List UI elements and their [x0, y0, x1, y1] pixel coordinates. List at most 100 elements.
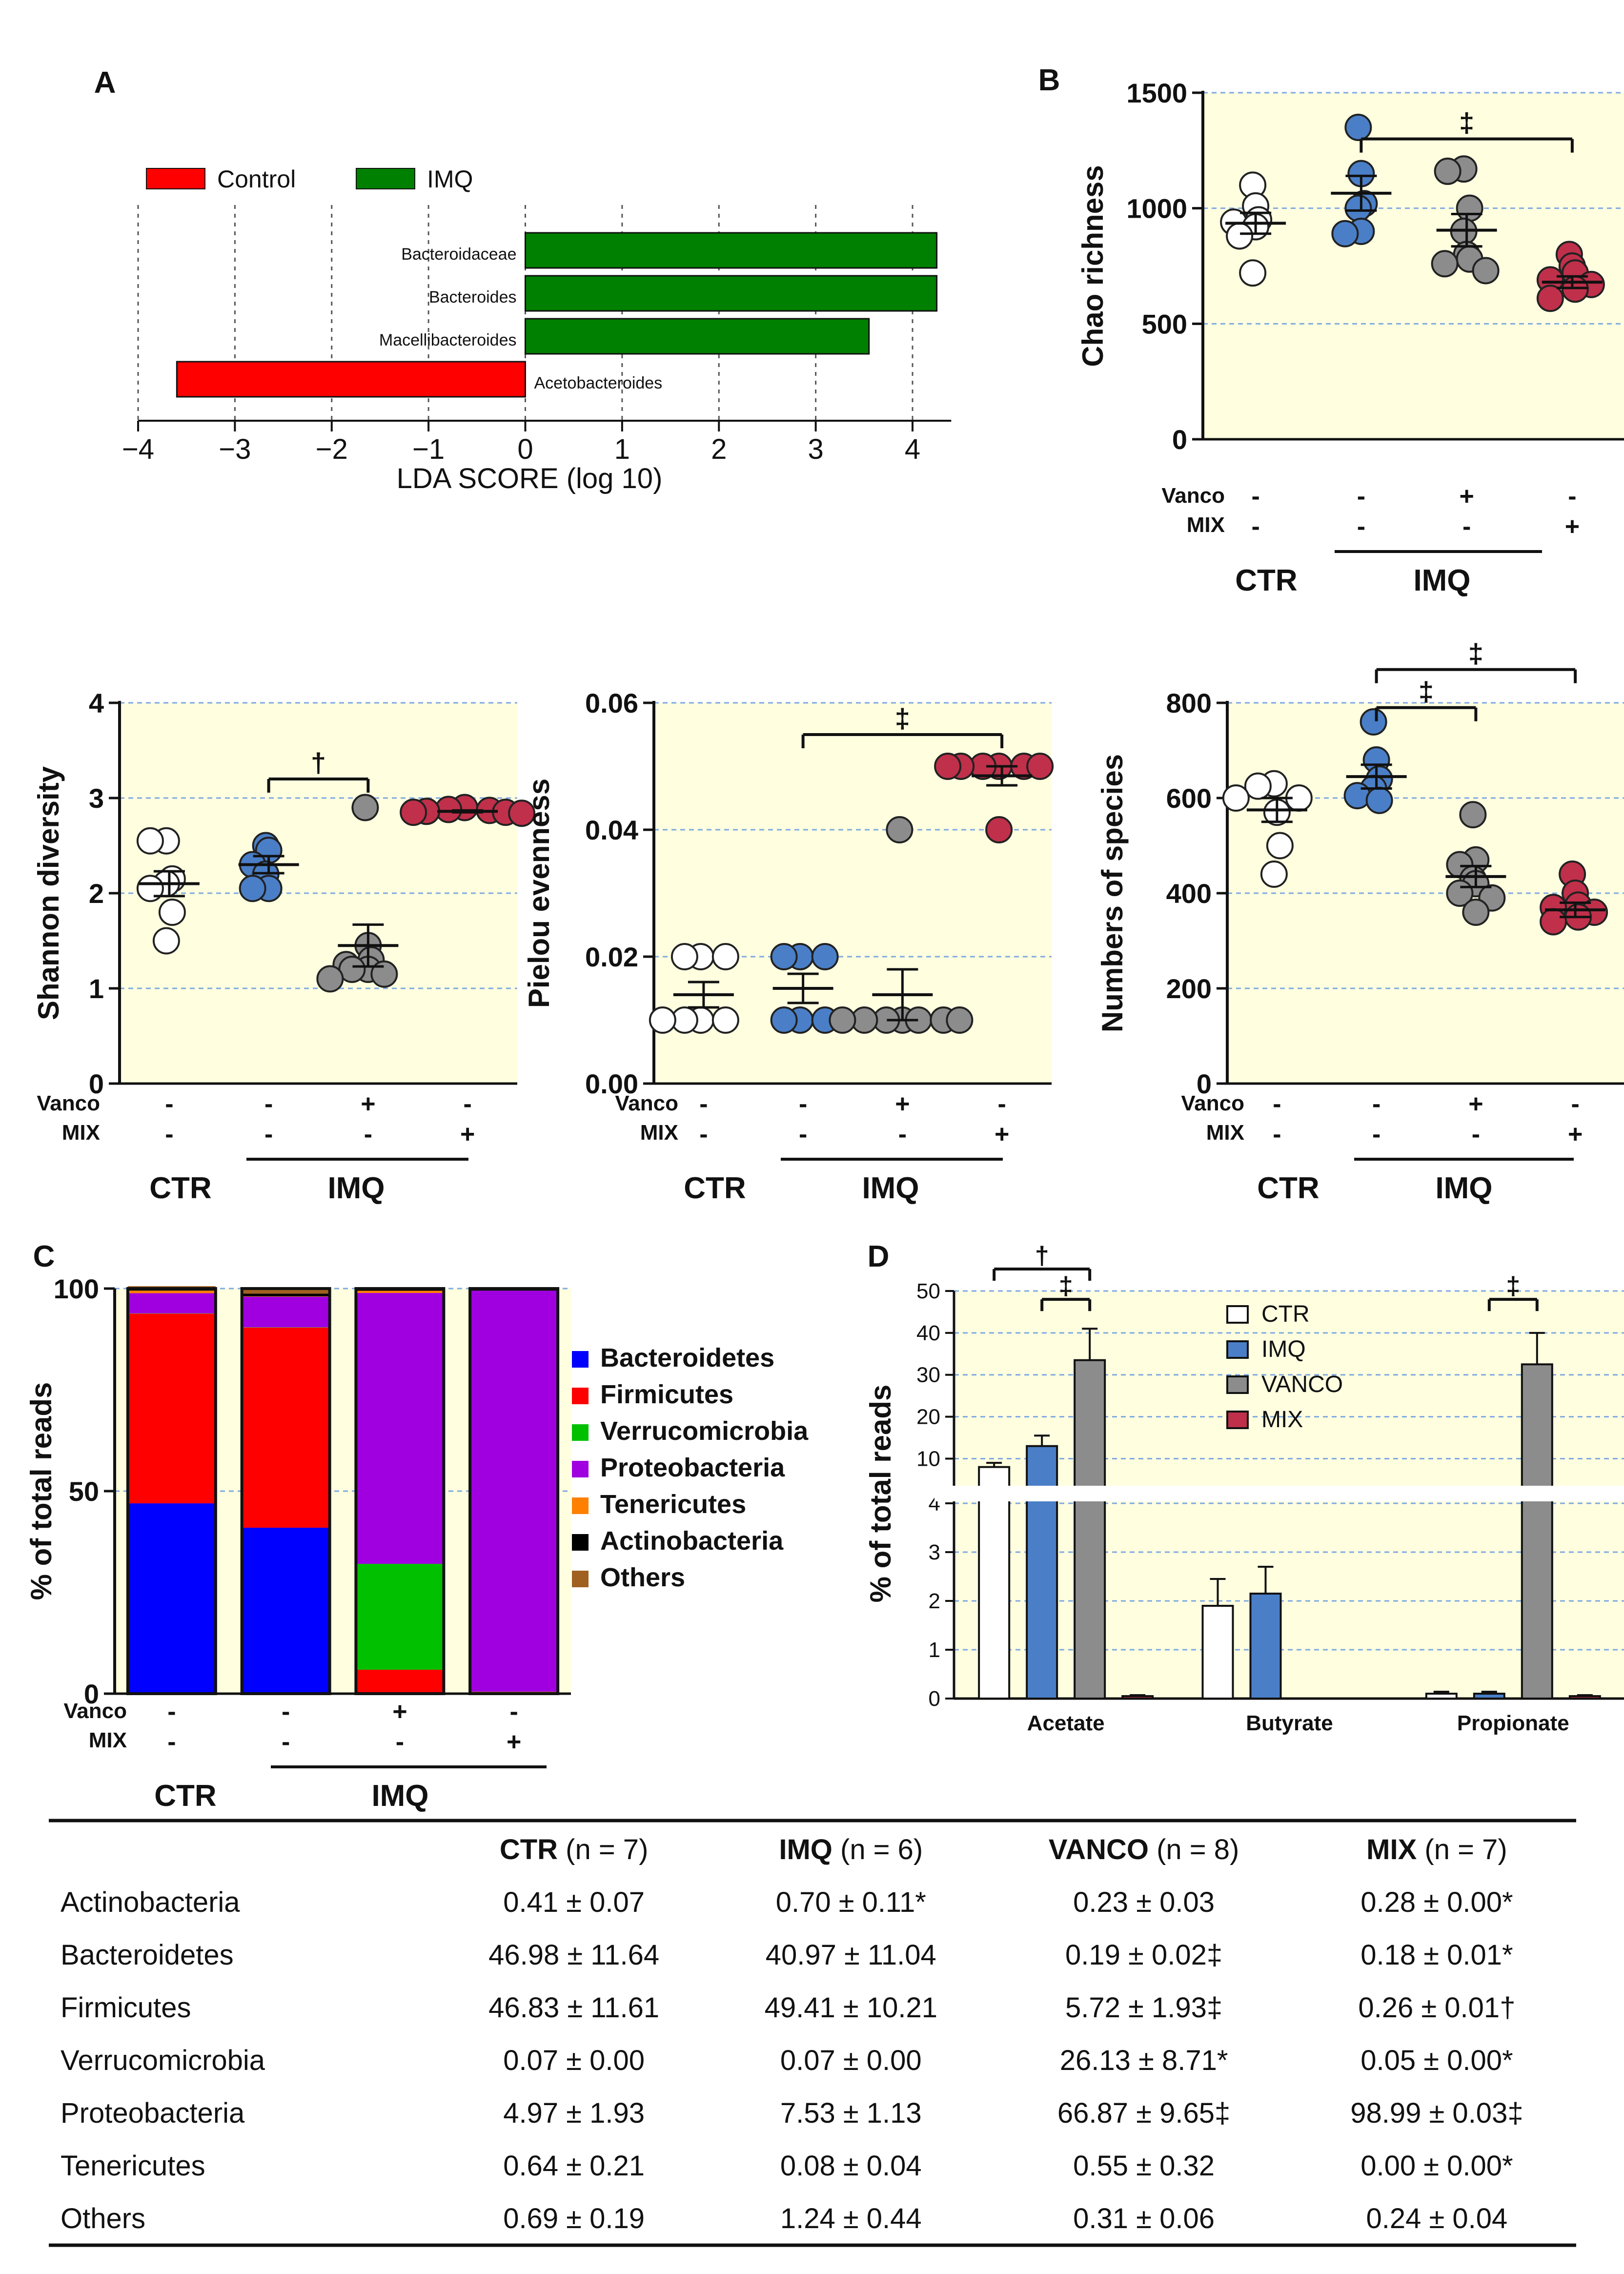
- group-label-ctr: CTR: [684, 1171, 746, 1205]
- table-cell: 7.53 ± 1.13: [780, 2097, 922, 2129]
- mix-sign: +: [507, 1728, 521, 1756]
- y-tick-label: 30: [916, 1363, 940, 1387]
- mix-sign: -: [282, 1728, 290, 1756]
- table-cell: 0.19 ± 0.02‡: [1065, 1939, 1223, 1971]
- vanco-sign: -: [282, 1698, 290, 1726]
- y-tick-label: 0.02: [585, 942, 638, 972]
- stacked-segment-actinobacteria: [356, 1290, 444, 1291]
- table-cell: 0.23 ± 0.03: [1073, 1886, 1215, 1918]
- x-tick-label: −4: [122, 433, 154, 465]
- table-header-imq: IMQ (n = 6): [779, 1833, 923, 1865]
- stacked-segment-bacteroidetes: [127, 1503, 216, 1694]
- bar-imq: [1473, 1693, 1505, 1700]
- stacked-bar-outline: [126, 1287, 217, 1695]
- data-point: [985, 816, 1013, 843]
- mix-sign: +: [460, 1120, 475, 1148]
- table-header-row: CTR (n = 7) IMQ (n = 6) VANCO (n = 8) MI…: [49, 1823, 1576, 1876]
- table-cell: 26.13 ± 8.71*: [1059, 2044, 1228, 2076]
- vanco-sign: -: [699, 1090, 708, 1118]
- vanco-sign: -: [264, 1090, 273, 1118]
- table-cell: 4.97 ± 1.93: [503, 2097, 645, 2129]
- data-point: [1536, 285, 1564, 312]
- data-point: [1472, 257, 1500, 285]
- y-axis-title-chao: Chao richness: [1076, 165, 1109, 367]
- y-tick-label: 400: [1166, 878, 1212, 909]
- table-cell: 0.69 ± 0.19: [503, 2202, 645, 2234]
- y-tick-label: 100: [54, 1273, 99, 1304]
- mix-sign: -: [167, 1728, 176, 1756]
- table-cell: 0.41 ± 0.07: [503, 1886, 645, 1918]
- stacked-bar-outline: [240, 1287, 331, 1695]
- data-point: [934, 753, 962, 780]
- significance-mark: ‡: [1059, 1272, 1073, 1300]
- group-label-imq: IMQ: [371, 1779, 428, 1813]
- x-category-label: Acetate: [1027, 1711, 1105, 1735]
- vanco-row-label: Vanco: [1161, 484, 1225, 508]
- data-point: [1540, 908, 1567, 936]
- y-tick-label: 0: [89, 1068, 104, 1099]
- mix-row-label: MIX: [1187, 513, 1225, 537]
- mix-sign: -: [1357, 512, 1365, 541]
- data-point: [1344, 114, 1372, 141]
- mix-sign: -: [364, 1120, 372, 1148]
- table-cell: 0.08 ± 0.04: [780, 2150, 922, 2182]
- y-tick-label: 0: [1197, 1068, 1212, 1099]
- table-cell: 0.26 ± 0.01†: [1358, 1991, 1516, 2024]
- y-tick-label: 20: [916, 1405, 940, 1429]
- significance-mark: ‡: [895, 703, 910, 734]
- data-point: [1459, 801, 1487, 829]
- group-label-imq: IMQ: [1435, 1171, 1492, 1205]
- lda-bar: [525, 232, 938, 269]
- stacked-segment-actinobacteria: [470, 1289, 558, 1291]
- vanco-row-label: Vanco: [1181, 1091, 1244, 1115]
- y-tick-label: 0: [929, 1687, 940, 1711]
- legend-label: MIX: [1261, 1407, 1303, 1433]
- stacked-segment-others: [242, 1289, 330, 1294]
- x-tick-label: 0: [517, 433, 533, 465]
- table-row: Actinobacteria 0.41 ± 0.07 0.70 ± 0.11* 0.2…: [49, 1876, 1576, 1928]
- legend-label: Proteobacteria: [600, 1453, 785, 1482]
- data-point: [1222, 784, 1250, 812]
- y-tick-label: 50: [69, 1476, 99, 1507]
- phyla-table: CTR (n = 7) IMQ (n = 6) VANCO (n = 8) MI…: [49, 1823, 1576, 2245]
- legend-label-imq: IMQ: [427, 165, 473, 193]
- mix-row-label: MIX: [1206, 1121, 1244, 1145]
- mix-sign: -: [264, 1120, 273, 1148]
- table-cell: 46.98 ± 11.64: [488, 1939, 660, 1971]
- table-cell: 0.05 ± 0.00*: [1360, 2044, 1513, 2076]
- lda-bar: [176, 361, 527, 398]
- data-point: [1344, 194, 1372, 222]
- x-tick-label: 4: [905, 433, 920, 465]
- table-row: Firmicutes 46.83 ± 11.61 49.41 ± 10.21 5.72…: [49, 1981, 1576, 2034]
- y-tick-label: 200: [1166, 973, 1212, 1004]
- data-point: [711, 943, 739, 970]
- y-tick-label: 4: [89, 688, 104, 718]
- bar-mix: [1121, 1695, 1154, 1700]
- y-tick-label: 0.04: [585, 815, 638, 845]
- x-tick-label: −2: [316, 433, 348, 465]
- table-header-ctr: CTR (n = 7): [499, 1833, 649, 1865]
- y-tick-label: 0.06: [585, 688, 638, 718]
- legend-label: CTR: [1261, 1301, 1310, 1327]
- data-point: [711, 1006, 739, 1034]
- lda-bar-label: Macellibacteroides: [379, 331, 517, 349]
- data-point: [1343, 782, 1371, 810]
- data-point: [400, 799, 427, 826]
- y-axis-title-pielou: Pielou evenness: [523, 778, 555, 1008]
- data-point: [158, 899, 186, 926]
- stacked-segment-verrucomicrobia: [356, 1564, 444, 1670]
- row-name: Tenericutes: [61, 2150, 205, 2182]
- stacked-segment-tenericutes: [242, 1296, 330, 1297]
- y-tick-label: 2: [929, 1589, 940, 1613]
- data-point: [370, 960, 398, 988]
- table-cell: 0.70 ± 0.11*: [775, 1886, 926, 1918]
- y-tick-label: 10: [916, 1447, 940, 1471]
- data-point: [1266, 832, 1294, 860]
- mix-sign: -: [165, 1120, 173, 1148]
- mix-row-label: MIX: [640, 1121, 678, 1145]
- y-tick-label: 1000: [1126, 193, 1187, 224]
- data-point: [316, 965, 344, 993]
- vanco-sign: +: [1468, 1090, 1483, 1118]
- table-row: Others 0.69 ± 0.19 1.24 ± 0.44 0.31 ± 0.06 0…: [49, 2192, 1576, 2245]
- legend-swatch-control: [146, 168, 205, 189]
